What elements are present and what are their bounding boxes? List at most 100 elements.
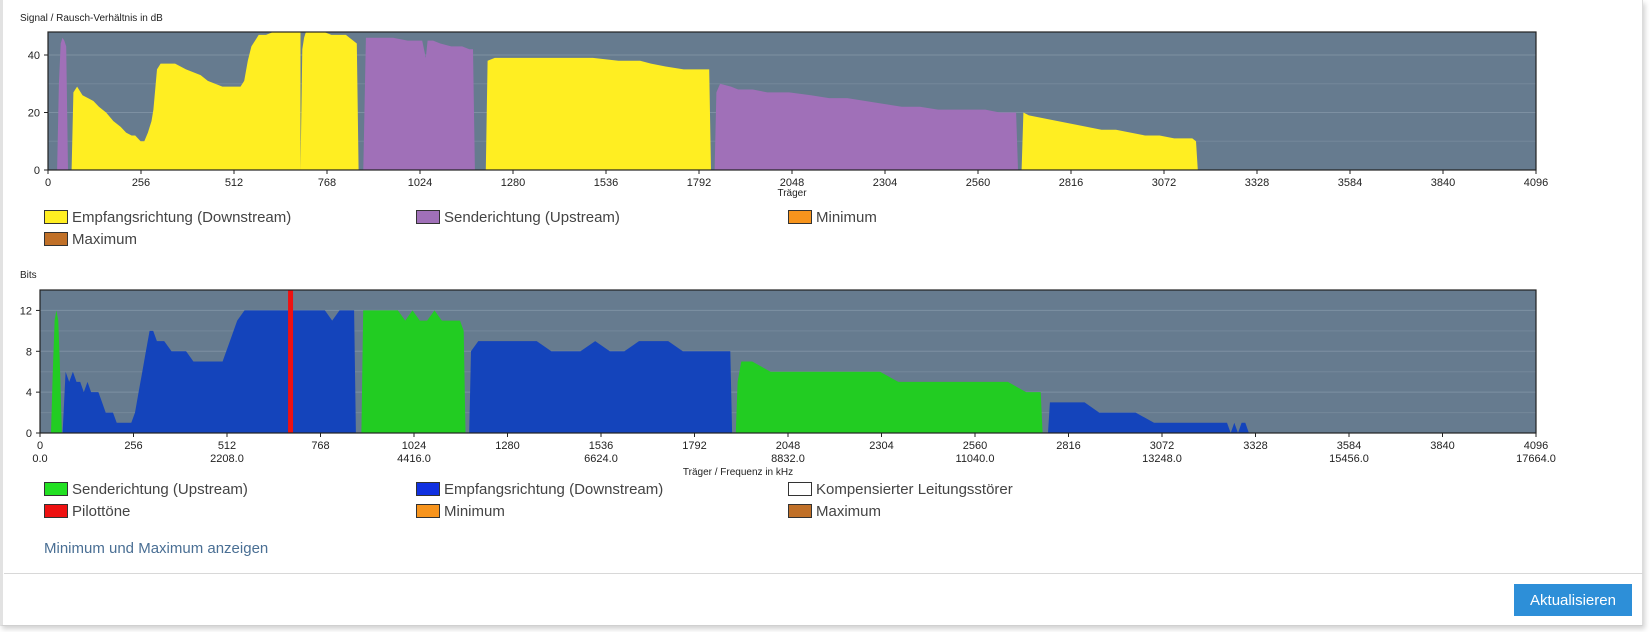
bits-chart-title: Bits bbox=[20, 270, 37, 281]
legend-item: Empfangsrichtung (Downstream) bbox=[416, 480, 788, 498]
series-area-2 bbox=[361, 310, 466, 433]
legend-swatch bbox=[44, 232, 68, 246]
legend-item: Empfangsrichtung (Downstream) bbox=[44, 208, 416, 226]
series-area-4 bbox=[485, 57, 711, 170]
x-tick-label: 768 bbox=[311, 440, 329, 452]
x-tick-label: 3584 bbox=[1337, 440, 1361, 452]
legend-item: Senderichtung (Upstream) bbox=[416, 208, 788, 226]
x-tick-label: 3328 bbox=[1243, 440, 1267, 452]
y-tick-label: 40 bbox=[28, 50, 40, 62]
x-tick-label: 256 bbox=[124, 440, 142, 452]
x-tick-label: 4096 bbox=[1524, 440, 1548, 452]
legend-swatch bbox=[788, 504, 812, 518]
show-minmax-link[interactable]: Minimum und Maximum anzeigen bbox=[44, 540, 269, 557]
series-area-5 bbox=[1048, 402, 1249, 433]
x-khz-label: 8832.0 bbox=[771, 453, 805, 465]
x-tick-label: 3840 bbox=[1430, 440, 1454, 452]
x-tick-label: 3840 bbox=[1431, 177, 1455, 189]
series-area-3 bbox=[469, 341, 733, 433]
x-tick-label: 3328 bbox=[1245, 177, 1269, 189]
legend-item: Minimum bbox=[416, 502, 788, 520]
x-tick-label: 2304 bbox=[873, 177, 897, 189]
legend-item: Senderichtung (Upstream) bbox=[44, 480, 416, 498]
legend-label: Maximum bbox=[816, 502, 882, 520]
y-tick-label: 0 bbox=[26, 428, 32, 440]
x-tick-label: 2048 bbox=[780, 177, 804, 189]
legend-label: Maximum bbox=[72, 230, 138, 248]
y-tick-label: 0 bbox=[34, 165, 40, 177]
x-khz-label: 6624.0 bbox=[584, 453, 618, 465]
legend-swatch bbox=[416, 482, 440, 496]
x-tick-label: 2816 bbox=[1056, 440, 1080, 452]
x-tick-label: 2816 bbox=[1059, 177, 1083, 189]
legend-label: Minimum bbox=[444, 502, 505, 520]
series-area-1 bbox=[71, 32, 301, 170]
x-khz-label: 11040.0 bbox=[956, 453, 995, 465]
series-area-6 bbox=[1021, 112, 1198, 170]
legend-swatch bbox=[788, 482, 812, 496]
bits-chart: 0 4 8 12 0 256 512 768 1024 1280 1536 1792 2048 2304 2… bbox=[20, 289, 1556, 478]
x-axis-title: Träger bbox=[777, 188, 807, 199]
x-tick-label: 3072 bbox=[1152, 177, 1176, 189]
legend-label: Senderichtung (Upstream) bbox=[444, 208, 620, 226]
legend-label: Minimum bbox=[816, 208, 877, 226]
y-tick-label: 8 bbox=[26, 346, 32, 358]
series-area-0 bbox=[57, 37, 68, 170]
x-tick-label: 512 bbox=[218, 440, 236, 452]
x-tick-label: 768 bbox=[318, 177, 336, 189]
x-khz-label: 13248.0 bbox=[1142, 453, 1182, 465]
series-area-3 bbox=[363, 37, 475, 170]
x-tick-label: 256 bbox=[132, 177, 150, 189]
x-khz-label: 0.0 bbox=[32, 453, 47, 465]
y-tick-label: 20 bbox=[28, 108, 40, 120]
legend-label: Kompensierter Leitungsstörer bbox=[816, 480, 1013, 498]
pilot-tone-mark bbox=[288, 290, 294, 433]
x-tick-label: 1024 bbox=[402, 440, 426, 452]
y-tick-label: 4 bbox=[26, 387, 32, 399]
x-khz-label: 15456.0 bbox=[1329, 453, 1369, 465]
x-tick-label: 0 bbox=[45, 177, 51, 189]
series-area-0 bbox=[50, 310, 62, 433]
x-tick-label: 1536 bbox=[594, 177, 618, 189]
legend-item: Maximum bbox=[44, 230, 416, 248]
legend-swatch bbox=[44, 504, 68, 518]
x-tick-label: 1024 bbox=[408, 177, 432, 189]
footer-divider bbox=[4, 573, 1643, 574]
x-tick-label: 0 bbox=[37, 440, 43, 452]
legend-swatch bbox=[44, 210, 68, 224]
x-tick-label: 2560 bbox=[963, 440, 987, 452]
x-tick-label: 1280 bbox=[495, 440, 519, 452]
x-tick-label: 1792 bbox=[687, 177, 711, 189]
series-area-2 bbox=[300, 32, 359, 170]
x-tick-label: 2560 bbox=[966, 177, 990, 189]
x-tick-label: 512 bbox=[225, 177, 243, 189]
series-area-1 bbox=[62, 310, 356, 433]
y-tick-label: 12 bbox=[20, 305, 32, 317]
refresh-button[interactable]: Aktualisieren bbox=[1514, 584, 1632, 616]
x-tick-label: 3072 bbox=[1150, 440, 1174, 452]
series-area-5 bbox=[714, 83, 1018, 170]
legend-swatch bbox=[44, 482, 68, 496]
bits-chart-legend: Senderichtung (Upstream) Empfangsrichtung… bbox=[44, 480, 1144, 520]
legend-label: Senderichtung (Upstream) bbox=[72, 480, 248, 498]
legend-label: Pilottöne bbox=[72, 502, 131, 520]
x-tick-label: 3584 bbox=[1338, 177, 1362, 189]
legend-item: Kompensierter Leitungsstörer bbox=[788, 480, 1160, 498]
x-axis-title: Träger / Frequenz in kHz bbox=[683, 467, 793, 478]
legend-item: Minimum bbox=[788, 208, 1160, 226]
x-tick-label: 2304 bbox=[869, 440, 893, 452]
legend-label: Empfangsrichtung (Downstream) bbox=[72, 208, 292, 226]
x-tick-label: 1792 bbox=[682, 440, 706, 452]
series-area-4 bbox=[735, 361, 1043, 433]
x-tick-label: 4096 bbox=[1524, 177, 1548, 189]
x-tick-label: 1536 bbox=[589, 440, 613, 452]
x-tick-label: 1280 bbox=[501, 177, 525, 189]
x-khz-label: 4416.0 bbox=[397, 453, 431, 465]
x-khz-label: 2208.0 bbox=[210, 453, 244, 465]
legend-swatch bbox=[788, 210, 812, 224]
legend-item: Pilottöne bbox=[44, 502, 416, 520]
legend-swatch bbox=[416, 210, 440, 224]
legend-swatch bbox=[416, 504, 440, 518]
snr-chart-legend: Empfangsrichtung (Downstream) Senderichtu… bbox=[44, 208, 1144, 248]
snr-chart: 0 20 40 0 256 512 768 1024 1280 1536 1792 2048 2304 2… bbox=[28, 31, 1548, 199]
